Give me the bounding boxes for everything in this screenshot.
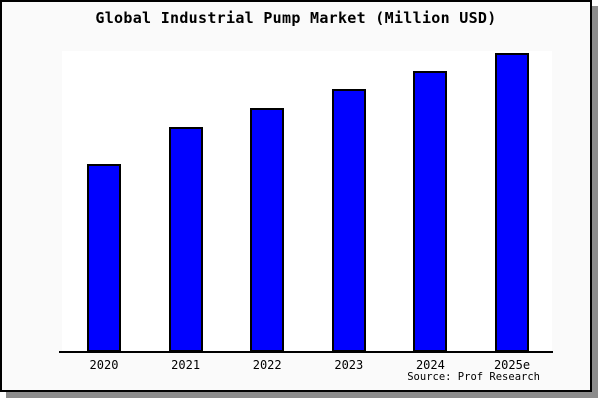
x-tick-label-2023: 2023	[334, 358, 364, 372]
bar-2023	[331, 89, 366, 352]
x-axis-labels: 2020 2021 2022 2023 2024 2025e	[2, 358, 594, 374]
bar-2024	[413, 71, 448, 352]
x-tick-label-2021: 2021	[171, 358, 201, 372]
x-tick-label-2022: 2022	[252, 358, 282, 372]
bar-2021	[168, 127, 203, 352]
bar-2022	[250, 108, 285, 352]
x-tick-label-2025e: 2025e	[493, 358, 531, 372]
x-tick-label-2020: 2020	[89, 358, 119, 372]
bar-2020	[87, 164, 121, 352]
plot-area	[62, 51, 552, 352]
chart-frame: Global Industrial Pump Market (Million U…	[0, 0, 592, 392]
source-note: Source: Prof Research	[407, 371, 540, 383]
chart-title: Global Industrial Pump Market (Million U…	[95, 9, 497, 27]
x-tick-label-2024: 2024	[415, 358, 445, 372]
bar-2025e	[495, 53, 529, 352]
x-axis-line	[59, 351, 553, 353]
